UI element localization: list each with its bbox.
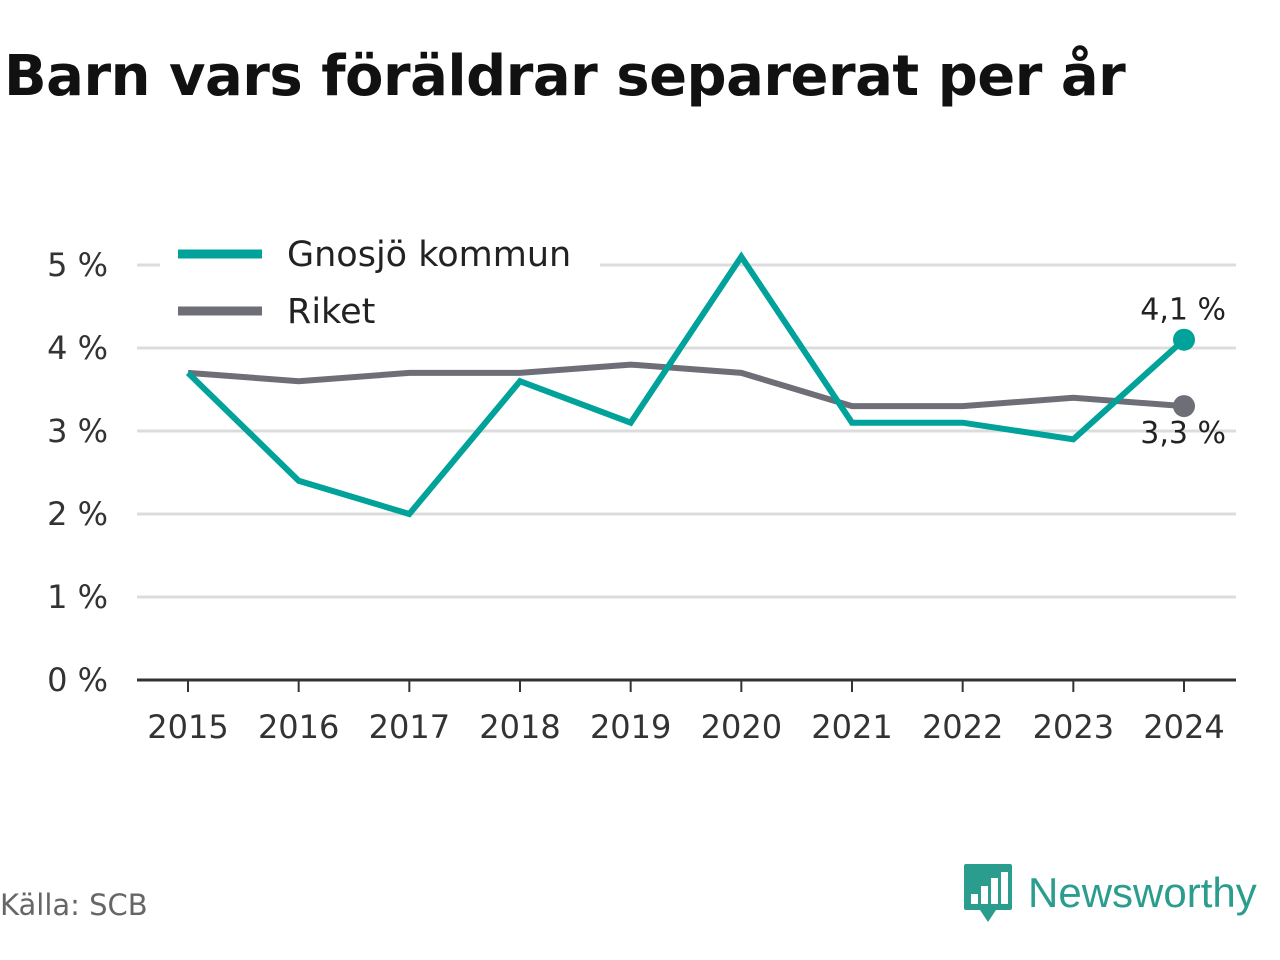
x-tick-label: 2024 <box>1143 708 1224 746</box>
x-tick-label: 2018 <box>479 708 560 746</box>
series-line <box>185 251 1187 518</box>
y-tick-label: 0 % <box>47 661 108 699</box>
legend-label: Gnosjö kommun <box>287 235 571 275</box>
grid-lines: 0 % 1 % 2 % 3 % 4 % 5 % <box>47 246 1236 699</box>
x-axis: 2015 2016 2017 2018 2019 2020 2021 2022 2023 2024 <box>137 678 1236 746</box>
end-value-label: 3,3 % <box>1140 416 1226 451</box>
chart-title: Barn vars föräldrar separerat per år <box>4 44 1126 109</box>
x-tick-label: 2021 <box>811 708 892 746</box>
x-tick-label: 2016 <box>258 708 339 746</box>
x-tick-label: 2023 <box>1033 708 1114 746</box>
brand-name: Newsworthy <box>1028 869 1257 916</box>
end-value-label: 4,1 % <box>1140 293 1226 328</box>
y-tick-label: 5 % <box>47 246 108 284</box>
series-end-point <box>1173 328 1195 351</box>
end-labels: 4,1 % 3,3 % <box>1140 293 1226 451</box>
x-tick-label: 2020 <box>701 708 782 746</box>
brand-logo: Newsworthy <box>962 862 1257 924</box>
newsworthy-logo-icon <box>964 864 1012 922</box>
series-lines <box>185 251 1195 518</box>
x-tick-label: 2022 <box>922 708 1003 746</box>
legend: Gnosjö kommun Riket <box>160 226 600 336</box>
x-tick-label: 2015 <box>147 708 228 746</box>
source-note: Källa: SCB <box>0 888 148 922</box>
y-tick-label: 2 % <box>47 495 108 533</box>
y-tick-label: 3 % <box>47 412 108 450</box>
legend-label: Riket <box>287 292 375 332</box>
series-line <box>187 361 1185 410</box>
y-tick-label: 1 % <box>47 578 108 616</box>
series-end-point <box>1173 395 1195 418</box>
x-tick-label: 2019 <box>590 708 671 746</box>
legend-background <box>160 226 600 336</box>
x-tick-label: 2017 <box>369 708 450 746</box>
y-tick-label: 4 % <box>47 329 108 367</box>
